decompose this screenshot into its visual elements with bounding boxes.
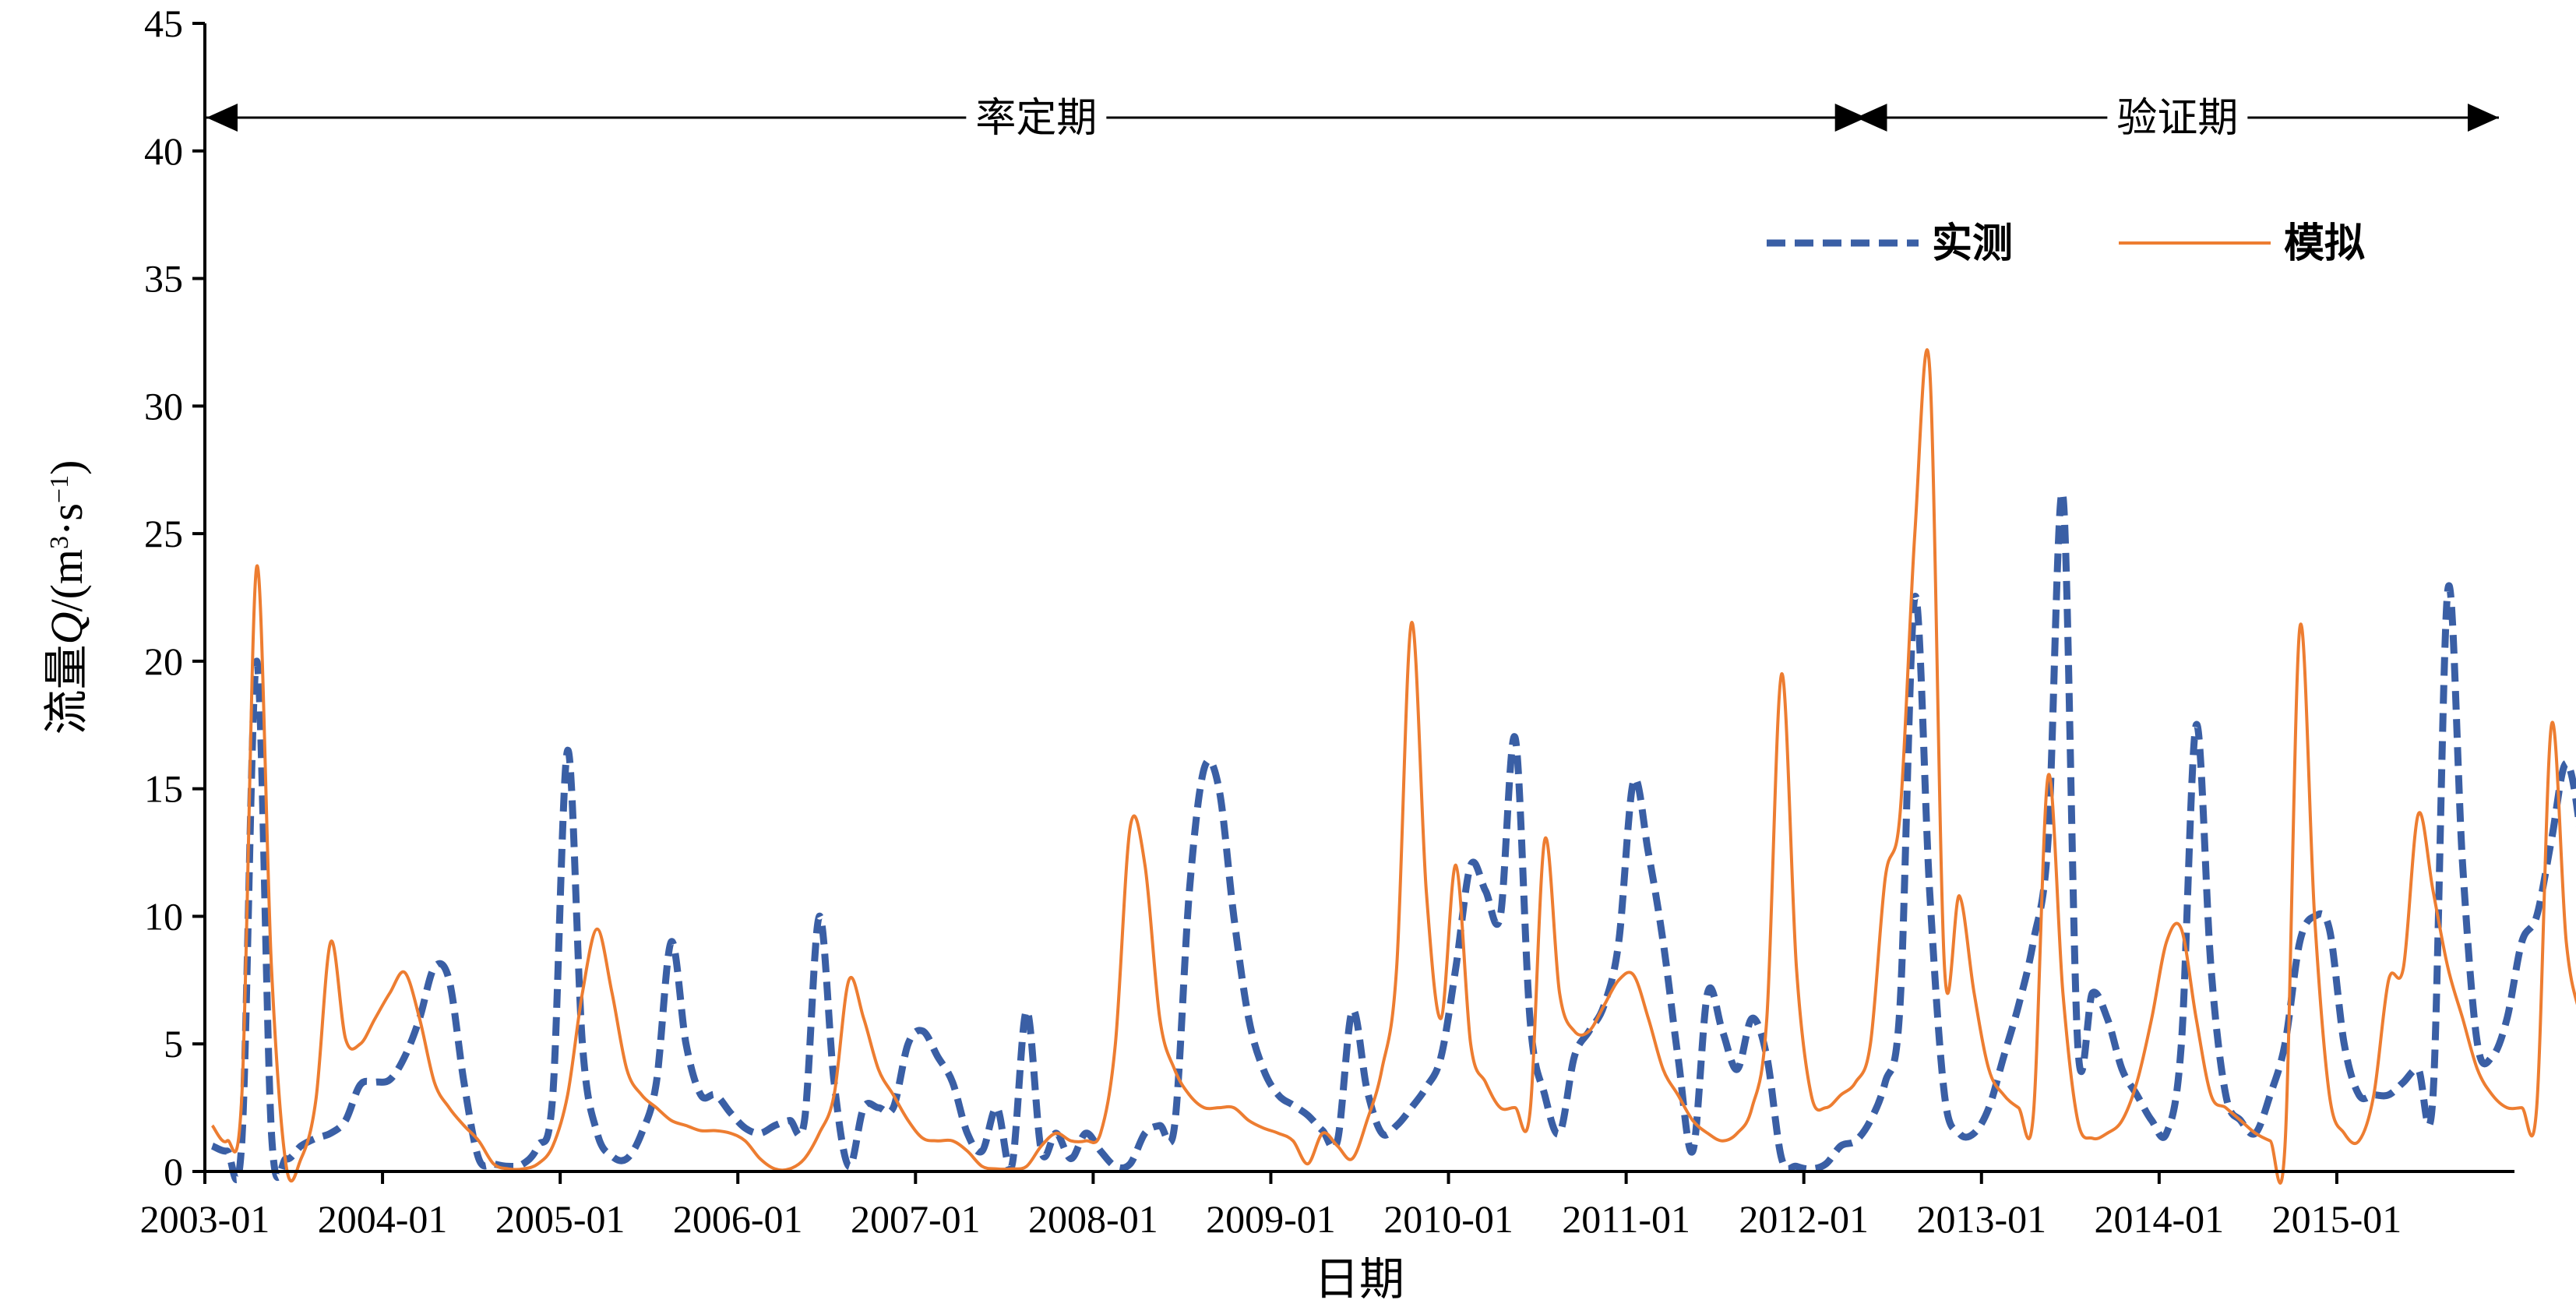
y-tick-label: 20 [144,639,183,683]
period-label-1: 验证期 [2116,95,2238,142]
series-line-1 [210,348,2576,1185]
y-tick-label: 10 [144,894,183,938]
y-axis-title: 流量Q/(m3·s−1) [41,460,92,735]
series-line-0 [210,489,2576,1183]
x-tick-label: 2008-01 [1028,1197,1158,1241]
y-tick-label: 45 [144,2,183,45]
y-tick-label: 30 [144,384,183,428]
legend-label-1: 模拟 [2284,220,2365,267]
x-tick-label: 2004-01 [318,1197,448,1241]
period-label-bg [2107,91,2248,141]
x-tick-label: 2011-01 [1562,1197,1690,1241]
period-label-bg [966,91,1107,141]
y-tick-label: 0 [164,1150,183,1193]
x-tick-label: 2006-01 [673,1197,803,1241]
x-tick-label: 2014-01 [2095,1197,2225,1241]
y-tick-label: 15 [144,767,183,811]
x-tick-label: 2007-01 [851,1197,981,1241]
x-tick-label: 2012-01 [1739,1197,1869,1241]
period-annotations: 率定期 验证期 [206,91,2499,142]
y-tick-label: 25 [144,512,183,555]
y-tick-label: 5 [164,1022,183,1066]
x-tick-label: 2015-01 [2272,1197,2402,1241]
x-tick-label: 2003-01 [140,1197,270,1241]
x-axis-title: 日期 [1314,1254,1404,1305]
x-axis-ticks: 2003-01 2004-01 2005-01 2006-01 2007-01 2008-… [140,1171,2402,1241]
legend-label-0: 实测 [1932,220,2013,267]
y-axis-ticks: 0 5 10 15 20 25 30 35 40 45 [144,2,205,1193]
legend: 实测 模拟 [1767,220,2365,267]
y-tick-label: 35 [144,257,183,301]
period-label-0: 率定期 [975,95,1097,142]
x-tick-label: 2013-01 [1916,1197,2046,1241]
x-tick-label: 2009-01 [1206,1197,1336,1241]
y-tick-label: 40 [144,129,183,173]
series-layer [210,348,2576,1185]
x-tick-label: 2010-01 [1383,1197,1514,1241]
x-tick-label: 2005-01 [495,1197,625,1241]
